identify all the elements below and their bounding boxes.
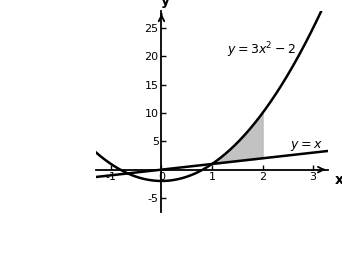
Text: x: x bbox=[334, 173, 342, 187]
Text: $y = x$: $y = x$ bbox=[290, 139, 323, 153]
Text: y: y bbox=[161, 0, 170, 8]
Text: $y = 3x^2 - 2$: $y = 3x^2 - 2$ bbox=[227, 41, 296, 60]
